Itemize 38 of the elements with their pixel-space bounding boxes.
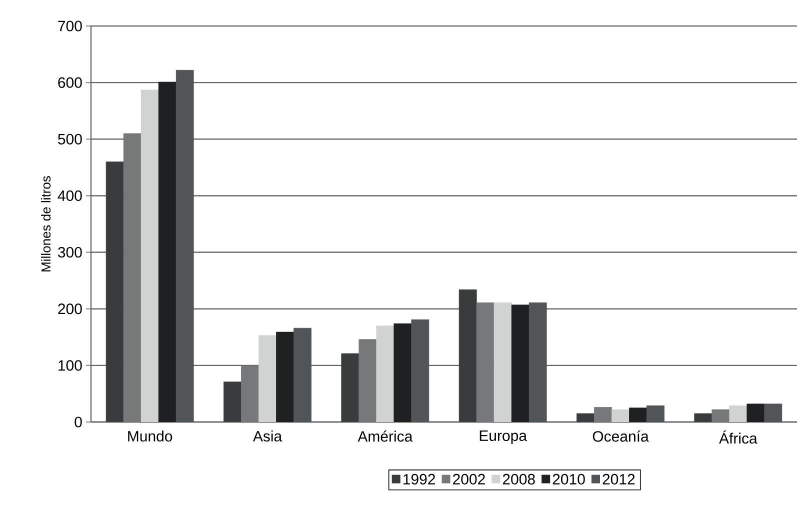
bar (629, 408, 647, 422)
bar (140, 90, 159, 422)
bar (511, 304, 530, 422)
bar (158, 82, 176, 422)
legend-label: 2008 (502, 474, 535, 485)
bar (394, 323, 412, 422)
x-tick-label: Europa (480, 430, 528, 444)
y-tick-label: 100 (58, 360, 82, 371)
y-tick-label: 600 (58, 77, 82, 88)
bar (294, 328, 312, 422)
y-tick-label: 700 (58, 20, 82, 32)
x-tick-label: Asia (252, 430, 282, 442)
x-tick-label: Oceanía (592, 430, 649, 442)
y-tick-label: 200 (58, 304, 82, 314)
x-tick-label: América (358, 430, 413, 442)
y-tick-label: 0 (74, 416, 82, 428)
bar (176, 70, 194, 422)
legend-label: 2010 (552, 474, 585, 485)
bar (494, 302, 512, 422)
bar (276, 332, 294, 422)
bar (646, 405, 664, 422)
y-tick-label: 400 (58, 190, 82, 202)
y-tick-label: 500 (58, 134, 82, 144)
bar (746, 404, 765, 422)
legend-label: 2012 (602, 474, 635, 485)
x-tick-label: Mundo (128, 430, 172, 442)
bar (729, 405, 748, 422)
bar (411, 319, 430, 422)
y-tick-label: 300 (58, 246, 82, 258)
bar (258, 335, 276, 422)
y-axis-title: Millones de litros (41, 176, 51, 272)
bar (528, 302, 547, 422)
legend-label: 2002 (453, 474, 485, 485)
bar (612, 409, 630, 422)
x-tick-label: África (719, 430, 758, 444)
bar (764, 404, 782, 422)
bar (376, 326, 394, 422)
legend-label: 1992 (404, 474, 435, 485)
